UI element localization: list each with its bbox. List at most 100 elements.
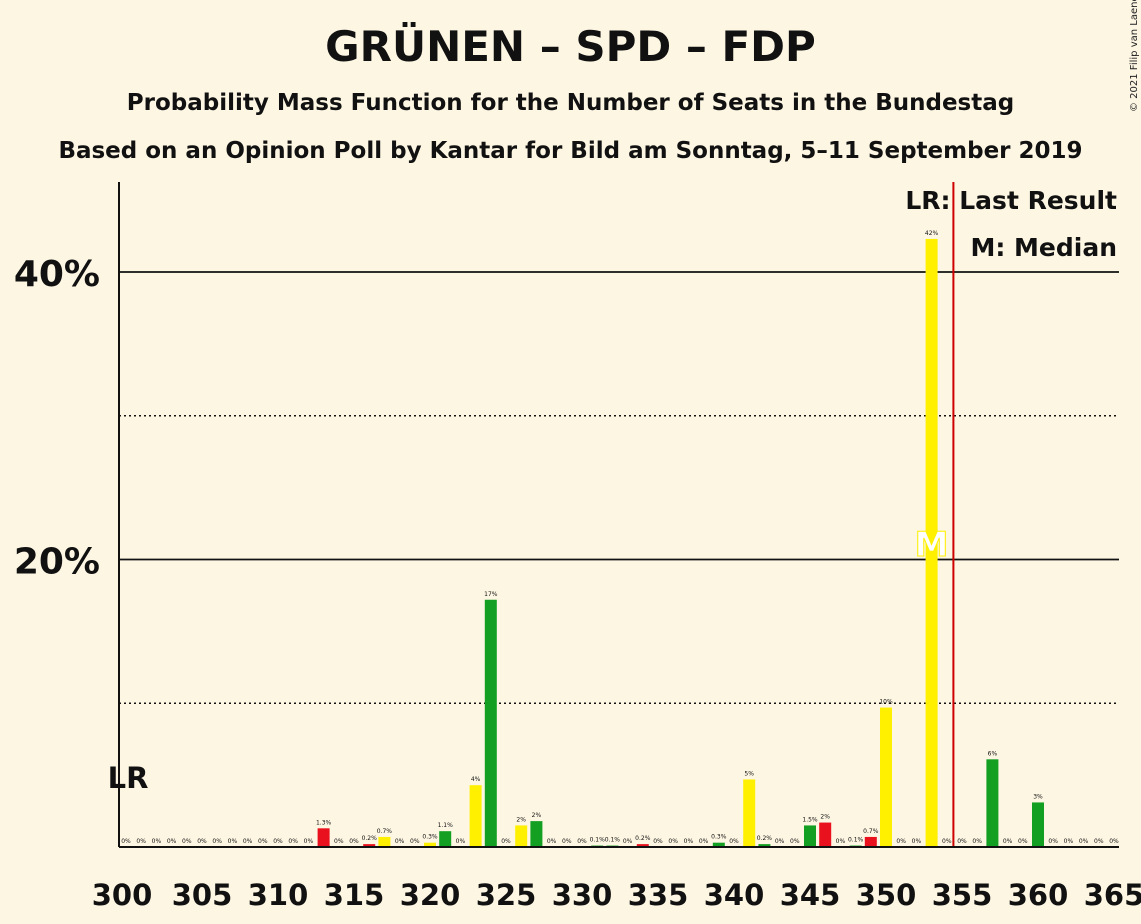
bar-label-seat-320: 0.3% xyxy=(422,834,438,841)
x-tick-label: 340 xyxy=(704,878,765,912)
bar-label-seat-317: 0.7% xyxy=(377,828,393,835)
bar-label-seat-330: 0% xyxy=(577,838,587,845)
bar-label-seat-358: 0% xyxy=(1003,838,1013,845)
bar-label-seat-332: 0.1% xyxy=(605,837,621,844)
bar-seat-326 xyxy=(515,825,528,847)
bar-label-seat-310: 0% xyxy=(273,838,283,845)
bar-seat-339 xyxy=(712,842,725,847)
bar-label-seat-308: 0% xyxy=(243,838,253,845)
x-tick-label: 330 xyxy=(552,878,613,912)
bar-label-seat-331: 0.1% xyxy=(590,837,606,844)
bar-label-seat-365: 0% xyxy=(1109,838,1119,845)
bar-label-seat-342: 0.2% xyxy=(757,835,773,842)
bar-seat-317 xyxy=(378,836,391,847)
bar-label-seat-361: 0% xyxy=(1048,838,1058,845)
x-tick-label: 310 xyxy=(248,878,309,912)
bar-label-seat-325: 0% xyxy=(501,838,511,845)
gridlines xyxy=(119,271,1119,704)
bar-seat-341 xyxy=(743,779,756,847)
bar-label-seat-351: 0% xyxy=(896,838,906,845)
bar-label-seat-363: 0% xyxy=(1079,838,1089,845)
chart-subtitle: Probability Mass Function for the Number… xyxy=(126,90,1015,116)
x-tick-label: 315 xyxy=(324,878,385,912)
bar-label-seat-340: 0% xyxy=(729,838,739,845)
bar-seat-321 xyxy=(439,831,452,847)
bar-label-seat-333: 0% xyxy=(623,838,633,845)
bar-label-seat-305: 0% xyxy=(197,838,207,845)
bar-label-seat-322: 0% xyxy=(456,838,466,845)
bar-label-seat-343: 0% xyxy=(775,838,785,845)
bar-label-seat-353: 42% xyxy=(925,230,939,237)
bar-label-seat-321: 1.1% xyxy=(438,822,454,829)
bar-label-seat-324: 17% xyxy=(484,591,498,598)
x-tick-label: 345 xyxy=(780,878,841,912)
bar-label-seat-341: 5% xyxy=(744,770,754,777)
bar-label-seat-314: 0% xyxy=(334,838,344,845)
bar-seat-313 xyxy=(317,828,330,847)
x-tick-label: 350 xyxy=(856,878,917,912)
bar-label-seat-362: 0% xyxy=(1064,838,1074,845)
bars xyxy=(317,238,1044,847)
bar-label-seat-355: 0% xyxy=(957,838,967,845)
bar-seat-324 xyxy=(484,599,497,847)
bar-label-seat-352: 0% xyxy=(912,838,922,845)
bar-label-seat-335: 0% xyxy=(653,838,663,845)
bar-label-seat-349: 0.7% xyxy=(863,828,879,835)
legend-last-result: LR: Last Result xyxy=(905,186,1117,215)
bar-label-seat-319: 0% xyxy=(410,838,420,845)
bar-label-seat-327: 2% xyxy=(532,812,542,819)
bar-label-seat-309: 0% xyxy=(258,838,268,845)
last-result-marker: LR xyxy=(108,761,149,795)
bar-label-seat-307: 0% xyxy=(228,838,238,845)
bar-label-seat-348: 0.1% xyxy=(848,837,864,844)
chart-source: Based on an Opinion Poll by Kantar for B… xyxy=(58,138,1083,164)
bar-label-seat-338: 0% xyxy=(699,838,709,845)
bar-label-seat-312: 0% xyxy=(304,838,314,845)
bar-label-seat-313: 1.3% xyxy=(316,819,332,826)
bar-label-seat-346: 2% xyxy=(820,814,830,821)
bar-label-seat-357: 6% xyxy=(988,750,998,757)
bar-labels: 0% 0% 0% 0% 0% 0% 0% 0% 0% 0% 0% 0% 0%1.3%0% 0% 0.2%0.… xyxy=(121,230,1119,845)
bar-label-seat-354: 0% xyxy=(942,838,952,845)
bar-seat-357 xyxy=(986,759,999,847)
bar-label-seat-316: 0.2% xyxy=(362,835,378,842)
bar-label-seat-326: 2% xyxy=(516,816,526,823)
legend-median: M: Median xyxy=(970,233,1117,262)
bar-seat-334 xyxy=(636,844,649,847)
bar-label-seat-359: 0% xyxy=(1018,838,1028,845)
bar-label-seat-328: 0% xyxy=(547,838,557,845)
bar-label-seat-301: 0% xyxy=(136,838,146,845)
bar-seat-342 xyxy=(758,844,771,847)
x-tick-label: 360 xyxy=(1008,878,1069,912)
bar-label-seat-347: 0% xyxy=(836,838,846,845)
bar-seat-350 xyxy=(880,707,892,847)
bar-label-seat-360: 3% xyxy=(1033,793,1043,800)
bar-label-seat-329: 0% xyxy=(562,838,572,845)
bar-seat-349 xyxy=(864,836,877,847)
bar-seat-345 xyxy=(804,825,816,847)
bar-seat-346 xyxy=(819,822,832,847)
markers: LR M xyxy=(108,182,955,847)
y-tick-label: 40% xyxy=(14,254,100,295)
bar-seat-360 xyxy=(1032,802,1044,847)
bar-seat-316 xyxy=(363,844,376,847)
bar-label-seat-315: 0% xyxy=(349,838,359,845)
bar-label-seat-339: 0.3% xyxy=(711,834,727,841)
bar-label-seat-345: 1.5% xyxy=(802,816,818,823)
bar-seat-323 xyxy=(469,785,482,847)
bar-label-seat-306: 0% xyxy=(212,838,222,845)
bar-label-seat-304: 0% xyxy=(182,838,192,845)
bar-label-seat-323: 4% xyxy=(471,776,481,783)
bar-label-seat-344: 0% xyxy=(790,838,800,845)
bar-label-seat-336: 0% xyxy=(668,838,678,845)
y-tick-label: 20% xyxy=(14,542,100,583)
y-axis-labels: 20% 40% xyxy=(14,254,100,583)
bar-label-seat-311: 0% xyxy=(288,838,298,845)
bar-label-seat-302: 0% xyxy=(152,838,162,845)
bar-seat-353 xyxy=(925,238,938,847)
x-tick-label: 325 xyxy=(476,878,537,912)
bar-label-seat-350: 10% xyxy=(879,699,893,706)
bar-label-seat-303: 0% xyxy=(167,838,177,845)
bar-label-seat-364: 0% xyxy=(1094,838,1104,845)
